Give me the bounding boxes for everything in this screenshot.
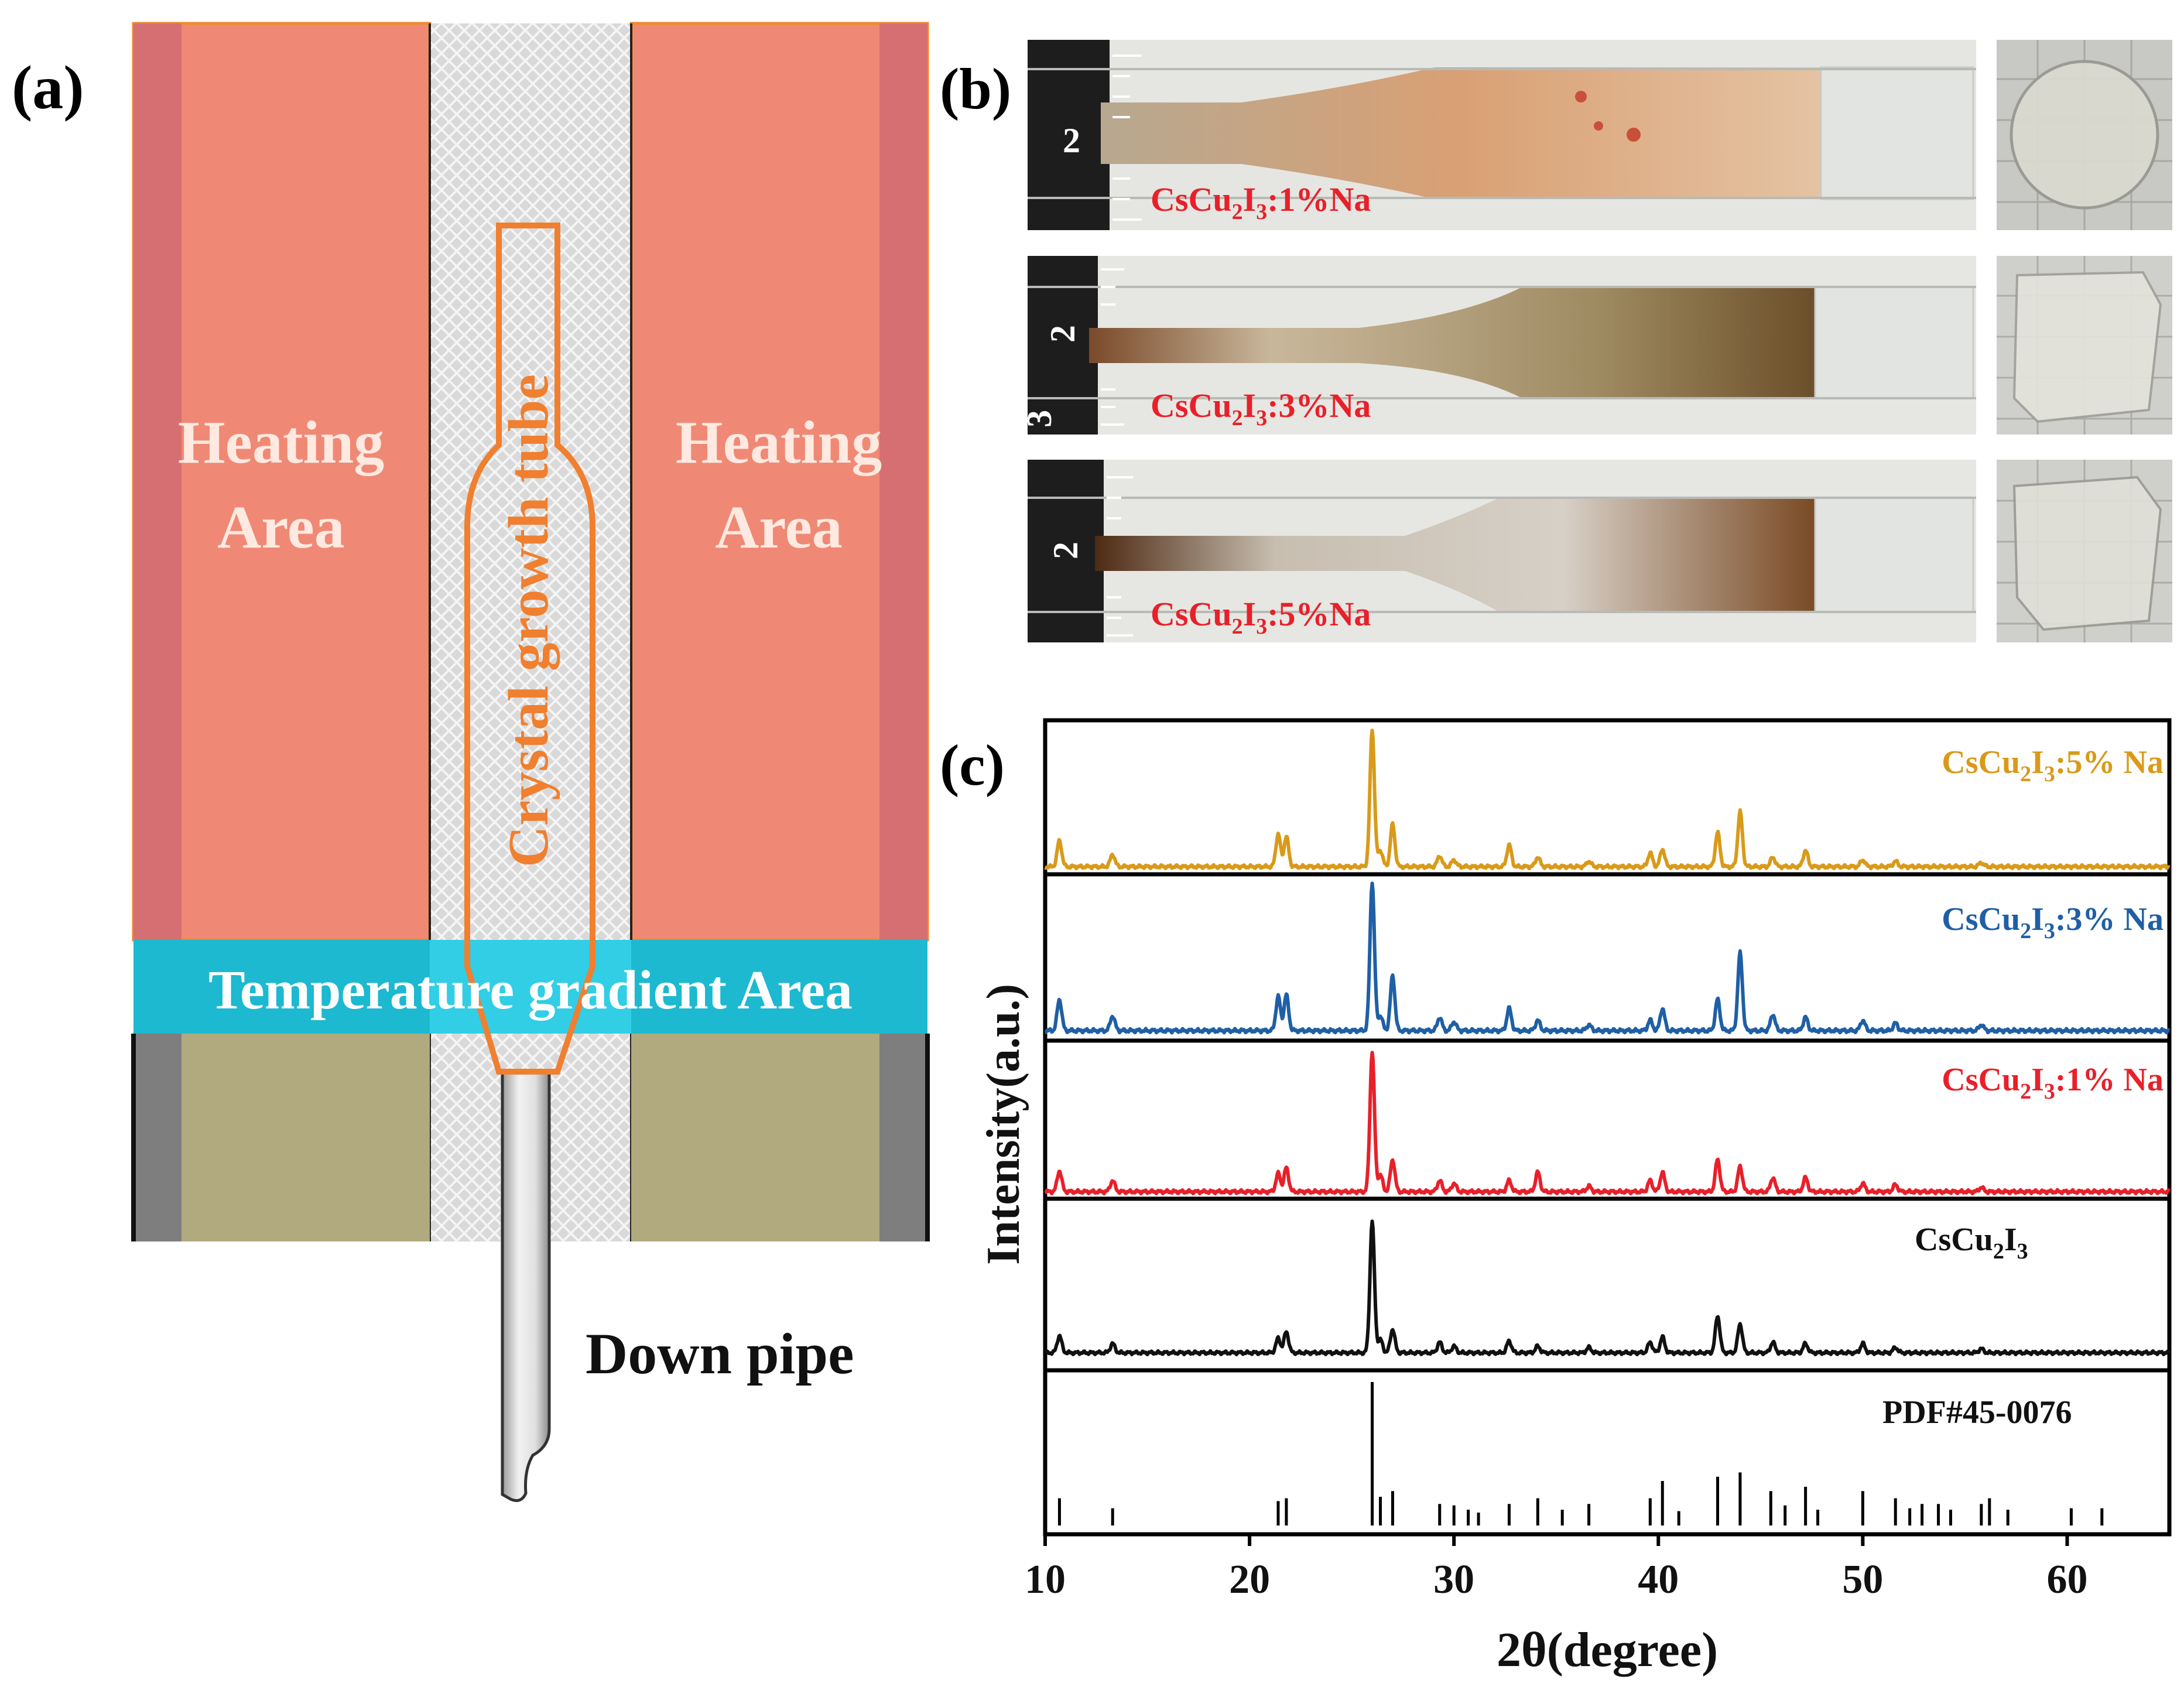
- sample-label-3: CsCu2I3:5%Na: [1151, 595, 1371, 639]
- crystal-growth-tube: [464, 223, 595, 1075]
- chart-frame: [1043, 718, 2172, 1537]
- left-heating-zone: [132, 22, 432, 942]
- reference-sticks: [1057, 1382, 2104, 1525]
- trace-label-1pct: CsCu2I3:1% Na: [1942, 1062, 2164, 1104]
- x-tick-label-60: 60: [2046, 1557, 2087, 1602]
- ruler-ticks-2: [1101, 268, 1124, 426]
- xrd-trace-4: [1044, 1219, 2171, 1357]
- panel-b-label: (b): [940, 56, 1011, 121]
- photo-row-3: 2 CsCu2I3:5%Na: [1028, 460, 2172, 642]
- right-heating-zone: [629, 22, 929, 942]
- left-heating-line1: Heating: [178, 409, 384, 476]
- right-heating-line2: Area: [715, 494, 843, 561]
- trace-label-3pct: CsCu2I3:3% Na: [1942, 901, 2164, 943]
- panel-a-label: (a): [12, 53, 84, 122]
- gradient-label: Temperature gradient Area: [208, 960, 853, 1021]
- left-heating-edge: [133, 23, 182, 940]
- xrd-trace-3: [1044, 1051, 2171, 1196]
- x-tick-label-30: 30: [1433, 1557, 1474, 1602]
- sample-label-1: CsCu2I3:1%Na: [1151, 180, 1371, 224]
- photo-row-1: 2 CsCu2I3:1%Na: [1028, 40, 2172, 230]
- panel-b: (b) 2 CsCu2I3:1%Na: [940, 40, 2172, 642]
- panel-c: (c) 10 20 30 40 50 60 CsCu2I3:5% Na CsCu2I3:3…: [940, 718, 2172, 1677]
- ruler-digit-1a: 2: [1063, 121, 1080, 160]
- right-base: [631, 1034, 927, 1241]
- ruler-ticks-3: [1107, 476, 1133, 637]
- pipe-label: Down pipe: [586, 1321, 854, 1386]
- trace-label-5pct: CsCu2I3:5% Na: [1942, 744, 2164, 786]
- left-heating-line2: Area: [217, 494, 345, 561]
- y-axis-label: Intensity(a.u.): [978, 984, 1029, 1265]
- xrd-trace-2: [1044, 881, 2171, 1035]
- ruler-ticks-1: [1112, 54, 1142, 221]
- ruler-digit-3a: 2: [1046, 542, 1085, 559]
- trace-label-pure: CsCu2I3: [1915, 1222, 2028, 1264]
- down-pipe: [501, 1070, 551, 1502]
- right-heating-line1: Heating: [676, 409, 882, 476]
- panel-c-label: (c): [940, 733, 1005, 798]
- x-tick-label-10: 10: [1025, 1557, 1066, 1602]
- x-tick-label-40: 40: [1638, 1557, 1679, 1602]
- panel-a: (a) Heating Area Heating Area Crystal gr…: [12, 22, 930, 1502]
- left-base: [133, 1034, 430, 1241]
- photo-row-2: 2 3 CsCu2I3:3%Na: [1020, 256, 2172, 435]
- reference-label: PDF#45-0076: [1882, 1394, 2072, 1431]
- x-axis-ticks: 10 20 30 40 50 60: [1025, 1534, 2087, 1602]
- x-tick-label-20: 20: [1229, 1557, 1270, 1602]
- x-tick-label-50: 50: [1842, 1557, 1883, 1602]
- xrd-trace-1: [1044, 728, 2171, 871]
- ruler-digit-2b: 3: [1020, 410, 1059, 427]
- x-axis-label: 2θ(degree): [1497, 1623, 1718, 1677]
- xrd-traces: [1044, 728, 2171, 1357]
- tube-label: Crystal growth tube: [497, 374, 560, 867]
- sample-label-2: CsCu2I3:3%Na: [1151, 386, 1371, 430]
- ruler-digit-2a: 2: [1043, 325, 1082, 343]
- panel-dividers: [1045, 872, 2169, 1373]
- right-heating-edge: [879, 23, 927, 940]
